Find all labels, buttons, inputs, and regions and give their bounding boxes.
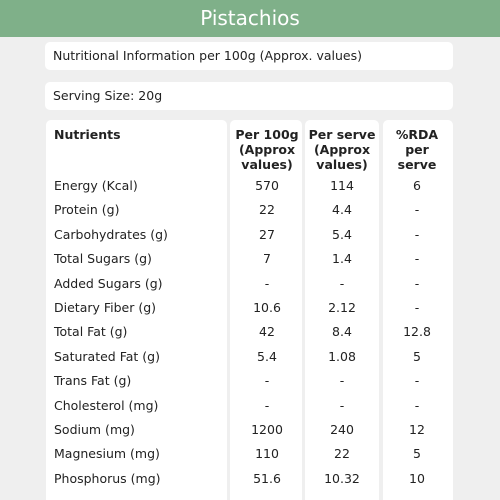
column-panel (305, 120, 379, 500)
header-cell: Nutrients (54, 127, 121, 142)
nutrient-value: - (264, 397, 270, 413)
nutrient-value: 570 (255, 178, 279, 193)
nutrient-value: - (414, 275, 420, 291)
nutrient-value: 22 (334, 446, 350, 462)
nutrient-value: - (339, 373, 345, 389)
nutrient-value: 7 (263, 251, 271, 267)
nutrient-value: 12 (409, 422, 425, 437)
nutrient-name: Added Sugars (g) (54, 275, 163, 291)
nutrient-value: 42 (259, 324, 275, 340)
header-cell: serve (397, 157, 437, 172)
nutrient-value: 5 (413, 446, 421, 462)
nutrient-value: - (414, 251, 420, 267)
nutrient-value: - (264, 373, 270, 389)
nutrient-name: Energy (Kcal) (54, 178, 138, 193)
nutrient-value: 1200 (251, 422, 283, 437)
nutrient-value: 8.4 (332, 324, 352, 340)
nutrient-value: - (264, 275, 270, 291)
nutrient-value: 12.8 (403, 324, 431, 340)
nutrient-value: 2.12 (328, 300, 356, 315)
nutrient-value: 114 (330, 178, 354, 193)
nutrient-value: 10.32 (324, 470, 360, 486)
nutrient-value: 51.6 (253, 470, 281, 486)
nutrient-value: - (414, 226, 420, 242)
nutrient-value: 5.4 (332, 226, 352, 242)
nutrient-value: - (339, 397, 345, 413)
nutrient-name: Phosphorus (mg) (54, 470, 161, 486)
header-cell: values) (316, 157, 368, 172)
header-cell: Per serve (308, 127, 376, 142)
column-panel (46, 120, 227, 500)
nutrient-value: - (414, 373, 420, 389)
nutrient-name: Trans Fat (g) (54, 373, 132, 389)
column-panel (230, 120, 302, 500)
nutrient-value: 22 (259, 202, 275, 218)
nutrient-name: Sodium (mg) (54, 422, 135, 437)
nutrient-value: 5 (413, 348, 421, 364)
header-cell: %RDA (395, 127, 439, 142)
nutrient-name: Magnesium (mg) (54, 446, 160, 462)
title-bar: Pistachios (0, 0, 500, 37)
nutrient-value: 110 (255, 446, 279, 462)
header-cell: Per 100g (235, 127, 299, 142)
nutrient-value: 1.4 (332, 251, 352, 267)
nutrient-value: - (414, 397, 420, 413)
nutrient-name: Saturated Fat (g) (54, 348, 160, 364)
column-panel (383, 120, 453, 500)
info-box: Nutritional Information per 100g (Approx… (45, 42, 453, 70)
nutrient-value: 1.08 (328, 348, 356, 364)
nutrient-name: Cholesterol (mg) (54, 397, 159, 413)
nutrient-value: 240 (330, 422, 354, 437)
header-cell: values) (241, 157, 293, 172)
nutrient-value: - (414, 202, 420, 218)
nutrient-name: Total Sugars (g) (54, 251, 152, 267)
nutrient-name: Total Fat (g) (54, 324, 128, 340)
serving-box: Serving Size: 20g (45, 82, 453, 110)
nutrient-name: Protein (g) (54, 202, 120, 218)
nutrient-value: - (339, 275, 345, 291)
nutrient-value: - (414, 300, 420, 315)
header-cell: (Approx (238, 142, 296, 157)
nutrient-value: 10 (409, 470, 425, 486)
header-cell: per (405, 142, 429, 157)
nutrient-name: Carbohydrates (g) (54, 226, 168, 242)
header-cell: (Approx (313, 142, 371, 157)
nutrient-name: Dietary Fiber (g) (54, 300, 157, 315)
nutrient-value: 5.4 (257, 348, 277, 364)
nutrient-value: 6 (413, 178, 421, 193)
nutrient-value: 10.6 (253, 300, 281, 315)
nutrient-value: 27 (259, 226, 275, 242)
nutrient-value: 4.4 (332, 202, 352, 218)
